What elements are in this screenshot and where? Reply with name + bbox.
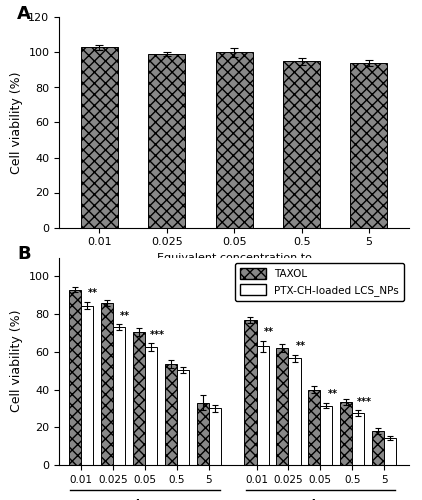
Bar [177,370,189,465]
Text: **: ** [120,310,130,320]
Text: **: ** [295,341,306,351]
Bar [133,332,145,465]
Bar [113,328,125,465]
Bar [244,320,257,465]
Bar [320,406,333,465]
Bar [283,61,320,228]
Bar [350,63,387,228]
Bar [197,403,209,465]
Bar [340,402,352,465]
Text: A: A [17,5,31,23]
Bar [289,358,300,465]
Bar [384,438,396,465]
Text: 48 hours: 48 hours [289,499,351,500]
Bar [148,54,185,228]
Bar [145,347,157,465]
Text: B: B [17,245,31,263]
Text: **: ** [88,288,98,298]
Text: **: ** [327,389,338,399]
X-axis label: Equivalent concentration to
PTX-CH-loaded LCS-NPs (μg/mL): Equivalent concentration to PTX-CH-loade… [145,253,324,274]
Bar [101,303,113,465]
Bar [165,364,177,465]
Bar [209,408,221,465]
Text: ***: *** [149,330,165,340]
Text: 24 hours: 24 hours [114,499,176,500]
Bar [308,390,320,465]
Bar [216,52,253,228]
Bar [372,431,384,465]
Text: **: ** [264,326,273,336]
Bar [81,47,118,228]
Text: ***: *** [357,396,372,406]
Bar [81,306,93,465]
Bar [276,348,289,465]
Bar [257,346,269,465]
Legend: TAXOL, PTX-CH-loaded LCS_NPs: TAXOL, PTX-CH-loaded LCS_NPs [235,262,404,301]
Bar [352,413,364,465]
Y-axis label: Cell viability (%): Cell viability (%) [10,71,23,174]
Y-axis label: Cell viability (%): Cell viability (%) [10,310,23,412]
Bar [69,290,81,465]
